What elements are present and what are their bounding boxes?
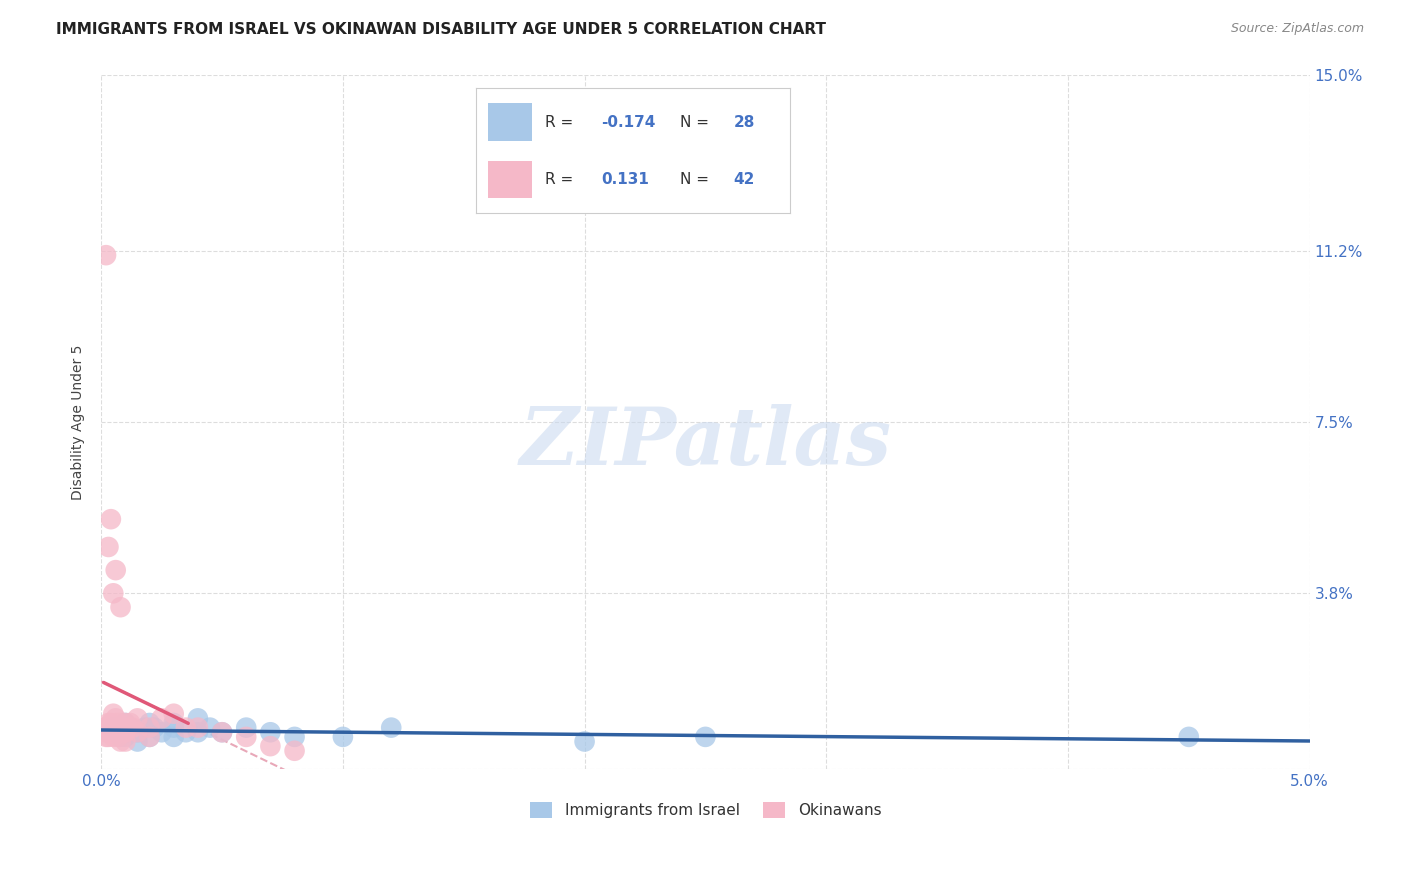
Point [187,721,209,735]
Point [114,734,136,748]
Point [97,730,120,744]
Text: IMMIGRANTS FROM ISRAEL VS OKINAWAN DISABILITY AGE UNDER 5 CORRELATION CHART: IMMIGRANTS FROM ISRAEL VS OKINAWAN DISAB… [56,22,827,37]
Point [134,721,156,735]
Point [121,721,143,735]
Point [100,716,122,731]
Point [127,711,149,725]
Point [100,512,122,526]
Point [114,730,136,744]
Point [259,725,281,739]
Point [94,730,117,744]
Point [574,734,596,748]
Point [111,725,134,739]
Point [120,716,142,731]
Legend: Immigrants from Israel, Okinawans: Immigrants from Israel, Okinawans [523,796,887,824]
Point [97,540,120,554]
Point [380,721,402,735]
Point [150,725,173,739]
Point [284,730,307,744]
Point [163,706,186,721]
Point [138,730,160,744]
Point [107,716,129,731]
Point [284,744,307,758]
Point [127,734,149,748]
Point [110,721,132,735]
Point [104,711,127,725]
Point [1178,730,1201,744]
Point [110,734,132,748]
Point [114,716,136,731]
Point [93,721,115,735]
Point [127,725,149,739]
Point [138,730,160,744]
Point [163,716,186,731]
Point [104,563,127,577]
Point [114,725,136,739]
Point [103,586,125,600]
Point [138,716,160,731]
Point [127,725,149,739]
Text: Source: ZipAtlas.com: Source: ZipAtlas.com [1230,22,1364,36]
Point [100,725,122,739]
Point [187,711,209,725]
Point [695,730,717,744]
Point [103,721,125,735]
Point [235,721,257,735]
Point [114,716,136,731]
Point [110,600,132,615]
Point [235,730,257,744]
Point [259,739,281,753]
Point [174,721,197,735]
Point [163,730,186,744]
Point [174,725,197,739]
Point [104,725,127,739]
Point [107,730,129,744]
Point [94,725,117,739]
Point [332,730,354,744]
Text: ZIPatlas: ZIPatlas [519,404,891,482]
Point [138,721,160,735]
Point [97,716,120,731]
Point [120,721,142,735]
Point [103,721,125,735]
Point [97,721,120,735]
Point [94,248,117,262]
Point [198,721,221,735]
Point [150,711,173,725]
Point [187,725,209,739]
Point [117,721,139,735]
Point [110,730,132,744]
Point [211,725,233,739]
Point [103,706,125,721]
Point [163,721,186,735]
Point [103,730,125,744]
Point [143,721,166,735]
Y-axis label: Disability Age Under 5: Disability Age Under 5 [72,344,86,500]
Point [211,725,233,739]
